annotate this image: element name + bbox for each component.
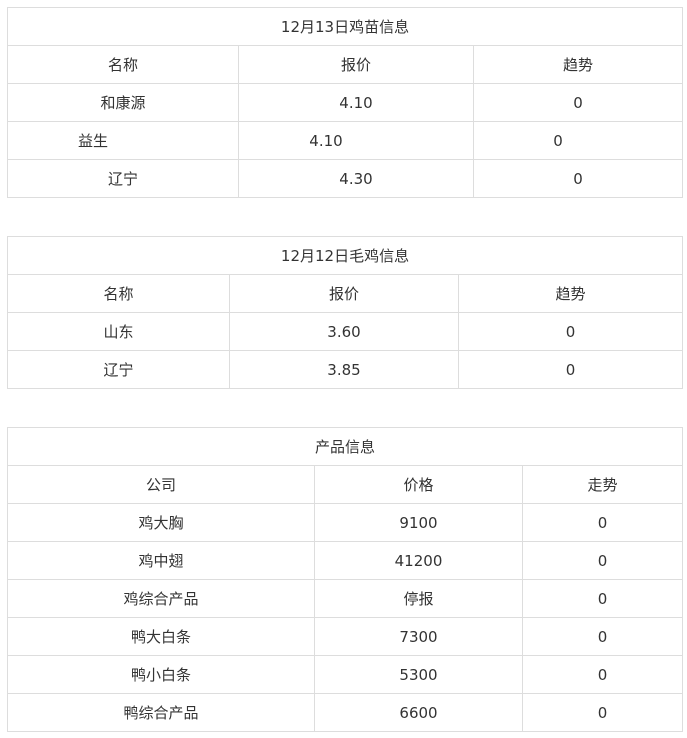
table-row: 鸡综合产品 停报 0	[7, 579, 683, 618]
table-row: 益生 4.10 0	[7, 121, 683, 160]
column-header: 报价	[229, 274, 459, 313]
table-row: 鸡中翅 41200 0	[7, 541, 683, 580]
table-cell: 0	[522, 503, 683, 542]
column-header: 趋势	[458, 274, 683, 313]
table-cell: 鸭大白条	[7, 617, 315, 656]
table-header-row: 名称 报价 趋势	[7, 274, 683, 313]
broiler-price-table: 12月12日毛鸡信息 名称 报价 趋势 山东 3.60 0 辽宁 3.85 0	[7, 236, 683, 389]
table-cell: 辽宁	[7, 350, 230, 389]
table-cell: 辽宁	[7, 159, 239, 198]
table-row: 鸭综合产品 6600 0	[7, 693, 683, 732]
column-header: 报价	[238, 45, 474, 84]
table-cell: 0	[522, 655, 683, 694]
table-header-row: 名称 报价 趋势	[7, 45, 683, 84]
table-cell: 4.10	[238, 121, 474, 160]
table-cell: 5300	[314, 655, 523, 694]
table-cell: 鸡大胸	[7, 503, 315, 542]
table-title: 12月13日鸡苗信息	[7, 7, 683, 46]
chick-price-table: 12月13日鸡苗信息 名称 报价 趋势 和康源 4.10 0 益生 4.10 0 辽宁 4.30 0	[7, 7, 683, 198]
table-cell: 3.60	[229, 312, 459, 351]
table-cell: 山东	[7, 312, 230, 351]
table-cell: 益生	[7, 121, 239, 160]
table-row: 鸭小白条 5300 0	[7, 655, 683, 694]
table-row: 鸡大胸 9100 0	[7, 503, 683, 542]
table-cell: 0	[522, 617, 683, 656]
table-cell: 3.85	[229, 350, 459, 389]
table-title: 12月12日毛鸡信息	[7, 236, 683, 275]
table-cell: 鸡中翅	[7, 541, 315, 580]
table-cell: 4.10	[238, 83, 474, 122]
table-title-row: 产品信息	[7, 427, 683, 466]
table-cell: 0	[458, 312, 683, 351]
column-header: 价格	[314, 465, 523, 504]
column-header: 走势	[522, 465, 683, 504]
table-cell: 9100	[314, 503, 523, 542]
column-header: 公司	[7, 465, 315, 504]
table-cell: 0	[522, 579, 683, 618]
table-cell: 鸭小白条	[7, 655, 315, 694]
table-cell: 和康源	[7, 83, 239, 122]
table-row: 辽宁 4.30 0	[7, 159, 683, 198]
table-cell: 0	[458, 350, 683, 389]
table-cell: 0	[473, 121, 683, 160]
table-cell: 6600	[314, 693, 523, 732]
table-cell: 鸡综合产品	[7, 579, 315, 618]
table-cell: 停报	[314, 579, 523, 618]
table-title-row: 12月13日鸡苗信息	[7, 7, 683, 46]
table-cell: 41200	[314, 541, 523, 580]
table-cell: 0	[522, 541, 683, 580]
column-header: 趋势	[473, 45, 683, 84]
table-row: 辽宁 3.85 0	[7, 350, 683, 389]
table-row: 和康源 4.10 0	[7, 83, 683, 122]
table-cell: 7300	[314, 617, 523, 656]
table-row: 鸭大白条 7300 0	[7, 617, 683, 656]
table-row: 山东 3.60 0	[7, 312, 683, 351]
column-header: 名称	[7, 45, 239, 84]
product-info-table: 产品信息 公司 价格 走势 鸡大胸 9100 0 鸡中翅 41200 0 鸡综合产品 停报 0 鸭大白条 7…	[7, 427, 683, 732]
table-cell: 0	[473, 159, 683, 198]
table-title: 产品信息	[7, 427, 683, 466]
table-header-row: 公司 价格 走势	[7, 465, 683, 504]
table-title-row: 12月12日毛鸡信息	[7, 236, 683, 275]
table-cell: 4.30	[238, 159, 474, 198]
table-cell: 鸭综合产品	[7, 693, 315, 732]
column-header: 名称	[7, 274, 230, 313]
table-cell: 0	[522, 693, 683, 732]
table-cell: 0	[473, 83, 683, 122]
